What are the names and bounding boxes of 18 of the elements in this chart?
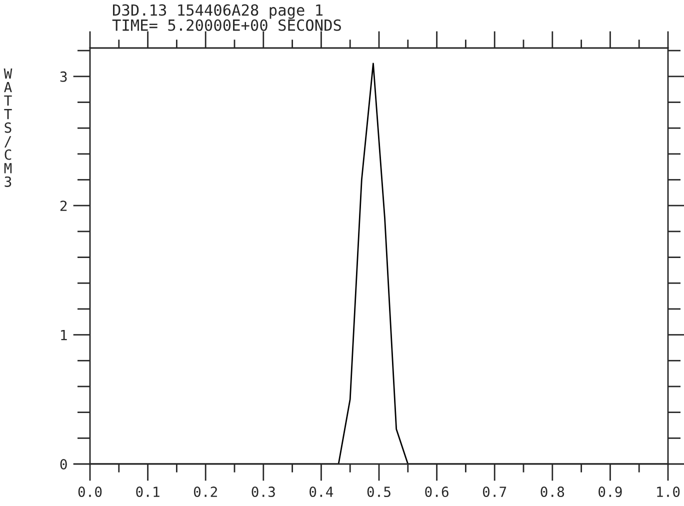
y-tick-label: 1 <box>61 330 67 340</box>
x-tick-label: 0.4 <box>310 486 334 498</box>
x-tick-label: 0.0 <box>78 486 102 498</box>
x-tick-label: 0.9 <box>598 486 622 498</box>
text: WATTS/CM3 <box>4 68 12 187</box>
x-tick-label: 0.3 <box>252 486 275 498</box>
chart-subtitle: TIME= 5.20000E+00 SECONDS <box>112 19 341 31</box>
x-tick-label: 1.0 <box>657 486 680 498</box>
x-tick-label: 0.8 <box>540 486 564 498</box>
y-tick-label: 2 <box>60 200 67 211</box>
chart-title: D3D.13 154406A28 page 1 <box>113 4 323 19</box>
x-tick-label: 0.7 <box>482 486 506 498</box>
x-tick-label: 0.1 <box>136 486 160 498</box>
x-tick-label: 0.2 <box>194 486 217 498</box>
x-tick-label: 0.5 <box>367 486 390 498</box>
x-tick-label: 0.6 <box>425 486 448 498</box>
y-tick-label: 3 <box>60 71 67 82</box>
y-tick-label: 0 <box>60 459 67 470</box>
